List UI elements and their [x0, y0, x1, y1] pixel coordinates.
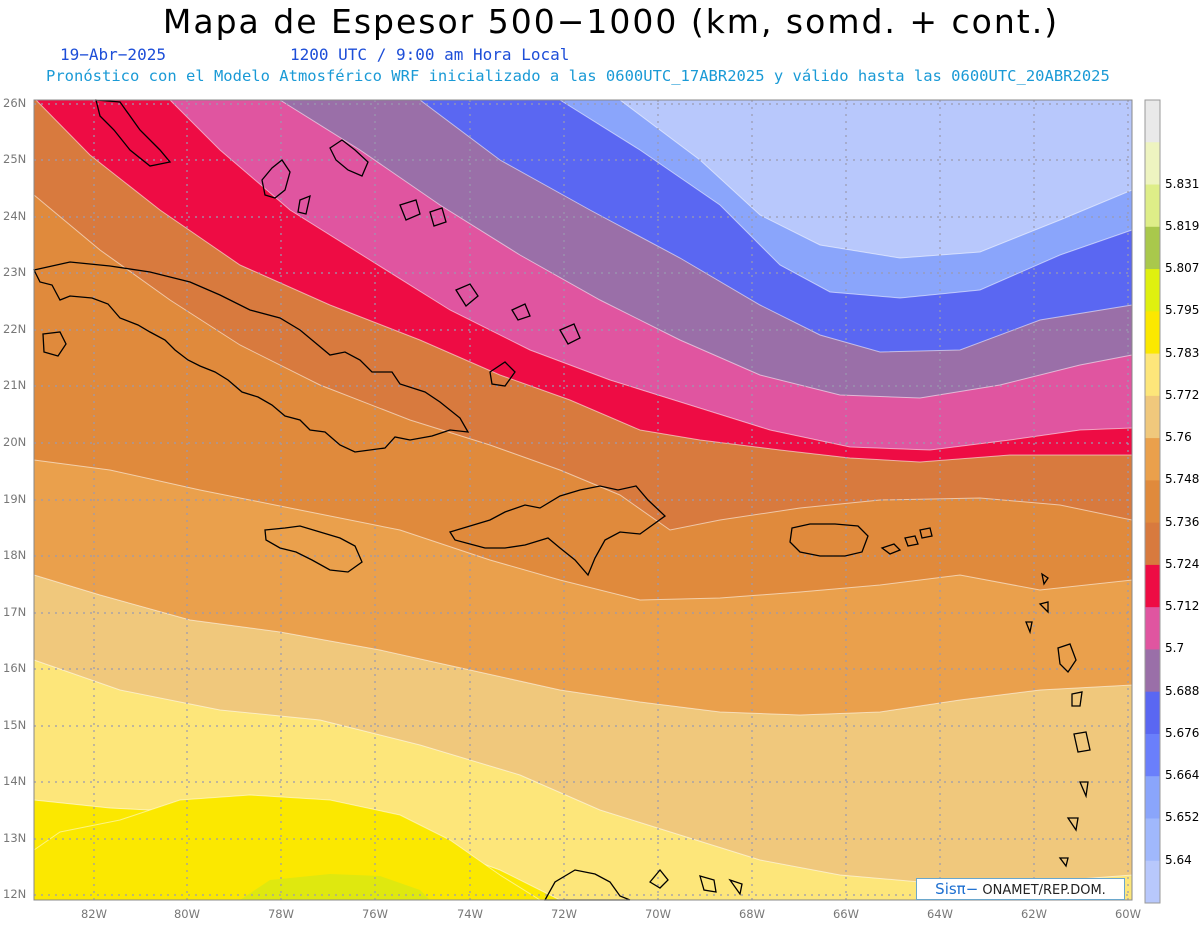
jamaica-coast [264, 525, 363, 573]
latitude-label: 25N [3, 152, 27, 166]
colorbar-frame [1144, 99, 1161, 904]
juventud-coast [42, 331, 67, 357]
latitude-label: 13N [3, 831, 27, 845]
colorbar-swatch [1145, 311, 1160, 355]
colorbar-swatch [1145, 564, 1160, 608]
colorbar-swatch [1145, 649, 1160, 693]
colorbar-swatch [1145, 226, 1160, 270]
colorbar-swatch [1145, 184, 1160, 228]
longitude-label: 74W [456, 907, 483, 921]
latitude-label: 20N [3, 435, 27, 449]
colorbar-level-label: 5.724 [1165, 556, 1200, 571]
colorbar-level-label: 5.688 [1165, 683, 1200, 698]
colorbar-swatch [1145, 353, 1160, 397]
colorbar-level-label: 5.64 [1165, 852, 1192, 867]
latitude-label: 19N [3, 492, 27, 506]
thickness-band-peak [240, 874, 430, 900]
forecast-date: 19−Abr−2025 [60, 45, 166, 64]
latitude-label: 12N [3, 887, 27, 901]
virgin-islands-coast [880, 527, 933, 555]
longitude-label: 70W [644, 907, 671, 921]
latitude-label: 23N [3, 265, 27, 279]
forecast-time: 1200 UTC / 9:00 am Hora Local [290, 45, 570, 64]
longitude-label: 76W [361, 907, 388, 921]
colorbar-swatch [1145, 100, 1160, 143]
latitude-label: 22N [3, 322, 27, 336]
sispi-logo: Sisπ− [935, 880, 979, 898]
lesser-antilles-coast [1025, 572, 1091, 868]
map-title: Mapa de Espesor 500−1000 (km, somd. + co… [162, 2, 1060, 41]
colorbar-level-label: 5.819 [1165, 218, 1200, 233]
colorbar-level-label: 5.7 [1165, 641, 1185, 656]
cuba-coast [33, 261, 470, 453]
colorbar-swatch [1145, 480, 1160, 524]
colorbar-level-label: 5.783 [1165, 345, 1200, 360]
latitude-label: 26N [3, 96, 27, 110]
colorbar-swatch [1145, 522, 1160, 566]
colorbar-level-label: 5.736 [1165, 514, 1200, 529]
credit-text: ONAMET/REP.DOM. [978, 883, 1106, 898]
longitude-label: 68W [738, 907, 765, 921]
latitude-label: 17N [3, 605, 27, 619]
latitude-label: 18N [3, 548, 27, 562]
colorbar-swatch [1145, 776, 1160, 819]
colorbar-level-label: 5.664 [1165, 768, 1200, 783]
colorbar-level-label: 5.652 [1165, 810, 1200, 825]
longitude-label: 82W [80, 907, 107, 921]
colorbar-swatch [1145, 860, 1160, 904]
longitude-label: 72W [550, 907, 577, 921]
colorbar-level-label: 5.712 [1165, 599, 1200, 614]
longitude-label: 64W [926, 907, 953, 921]
map-frame [33, 99, 1133, 901]
colorbar-level-label: 5.795 [1165, 303, 1200, 318]
latitude-label: 24N [3, 209, 27, 223]
colorbar [1144, 99, 1161, 904]
colorbar-swatch [1145, 733, 1160, 777]
longitude-label: 80W [173, 907, 200, 921]
colorbar-swatch [1145, 438, 1160, 481]
colorbar-swatch [1145, 395, 1160, 439]
colorbar-swatch [1145, 607, 1160, 650]
bahamas-coast [261, 139, 581, 387]
florida-coast [95, 99, 172, 167]
credit-box: Sisπ− ONAMET/REP.DOM. [916, 878, 1125, 900]
coastlines [33, 99, 1091, 901]
longitude-label: 62W [1020, 907, 1047, 921]
latitude-label: 15N [3, 718, 27, 732]
longitude-label: 66W [832, 907, 859, 921]
latitude-label: 14N [3, 774, 27, 788]
colorbar-swatch [1145, 691, 1160, 735]
map-gridlines [34, 100, 1132, 900]
colorbar-swatch [1145, 818, 1160, 862]
thickness-field [33, 99, 1133, 901]
colorbar-level-label: 5.831 [1165, 176, 1200, 191]
hispaniola-coast [448, 485, 667, 577]
puerto-rico-coast [789, 523, 869, 557]
south-america-coast [543, 868, 743, 901]
latitude-label: 16N [3, 661, 27, 675]
longitude-label: 78W [267, 907, 294, 921]
colorbar-level-label: 5.676 [1165, 725, 1200, 740]
longitude-label: 60W [1114, 907, 1141, 921]
latitude-label: 21N [3, 378, 27, 392]
colorbar-level-label: 5.772 [1165, 387, 1200, 402]
colorbar-level-label: 5.748 [1165, 472, 1200, 487]
colorbar-level-label: 5.76 [1165, 430, 1192, 445]
model-description: Pronóstico con el Modelo Atmosférico WRF… [46, 67, 1110, 85]
colorbar-swatch [1145, 269, 1160, 312]
colorbar-swatch [1145, 142, 1160, 186]
colorbar-level-label: 5.807 [1165, 261, 1200, 276]
